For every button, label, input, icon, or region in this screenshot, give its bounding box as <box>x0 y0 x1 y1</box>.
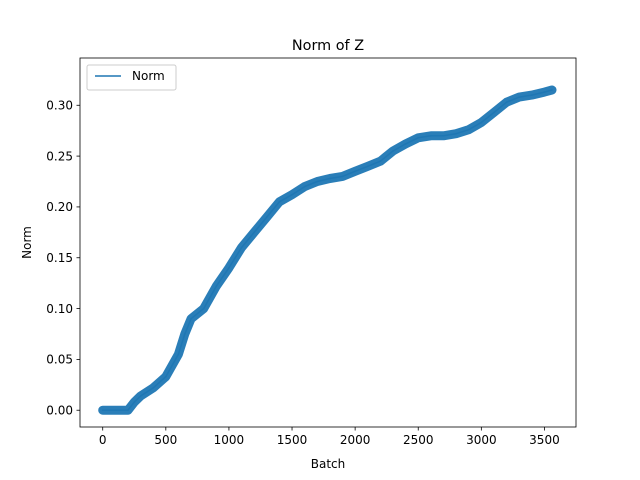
legend: Norm <box>86 64 177 91</box>
data-point <box>543 91 546 93</box>
data-point <box>467 128 470 131</box>
legend-box <box>86 64 177 91</box>
y-tick-label: 0.25 <box>46 149 73 163</box>
data-point <box>531 94 533 96</box>
data-point <box>354 170 356 173</box>
x-tick-label: 3500 <box>529 433 560 447</box>
data-point <box>139 395 142 397</box>
chart-title: Norm of Z <box>292 38 364 54</box>
data-point <box>505 101 508 103</box>
data-point <box>404 143 407 145</box>
x-axis-label: Batch <box>311 457 346 471</box>
x-tick-label: 1500 <box>277 433 308 447</box>
data-point <box>114 409 117 412</box>
series-layer <box>98 85 557 415</box>
y-tick-label: 0.20 <box>46 200 73 214</box>
data-point <box>278 201 281 203</box>
y-ticks: 0.00 0.05 0.10 0.15 0.20 0.25 0.30 <box>46 99 80 418</box>
data-point <box>392 150 394 152</box>
data-point <box>184 333 186 335</box>
x-tick-label: 500 <box>154 433 177 447</box>
data-point <box>367 165 369 168</box>
data-point <box>266 216 268 218</box>
data-point <box>329 177 331 180</box>
data-point <box>177 353 180 356</box>
data-point <box>417 137 420 139</box>
x-tick-label: 3000 <box>466 433 497 447</box>
data-point <box>442 135 445 137</box>
data-point <box>341 175 344 178</box>
y-tick-label: 0.10 <box>46 302 73 316</box>
data-point <box>165 375 167 378</box>
data-point <box>202 307 205 310</box>
data-point <box>215 285 218 288</box>
y-tick-label: 0.15 <box>46 251 73 265</box>
y-tick-label: 0.05 <box>46 353 73 367</box>
data-point <box>430 135 432 137</box>
x-tick-label: 1000 <box>214 433 245 447</box>
data-point <box>101 409 104 412</box>
plot-frame <box>79 57 577 428</box>
data-point <box>480 121 483 124</box>
data-point <box>551 89 553 91</box>
data-point <box>127 409 129 412</box>
plot-area <box>80 58 576 427</box>
data-point <box>303 185 306 188</box>
legend-label-norm: Norm <box>132 69 165 83</box>
data-point <box>518 96 520 98</box>
x-tick-label: 2500 <box>403 433 434 447</box>
x-tick-label: 0 <box>99 433 107 447</box>
data-point <box>228 267 230 269</box>
data-point <box>291 193 293 196</box>
x-ticks: 0 500 1000 1500 2000 2500 3000 3500 <box>99 427 560 447</box>
x-tick-label: 2000 <box>340 433 371 447</box>
y-tick-label: 0.30 <box>46 99 73 113</box>
data-point <box>455 132 457 135</box>
data-point <box>316 180 319 183</box>
y-axis-label: Norm <box>20 226 34 259</box>
data-point <box>190 317 192 320</box>
y-tick-label: 0.00 <box>46 404 73 418</box>
data-point <box>152 387 154 389</box>
data-point <box>133 401 136 403</box>
data-point <box>379 160 382 162</box>
data-point <box>240 246 243 249</box>
data-point <box>253 231 255 234</box>
data-point <box>493 111 495 114</box>
